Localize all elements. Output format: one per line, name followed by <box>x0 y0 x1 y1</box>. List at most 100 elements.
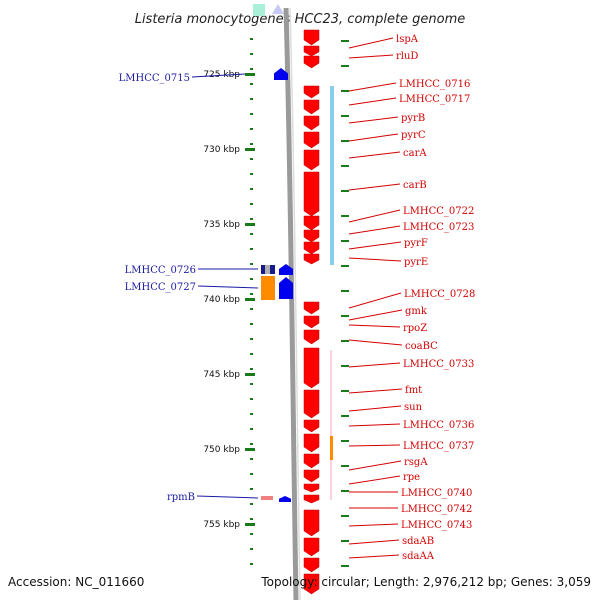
label-leader-line <box>348 133 399 142</box>
minor-tick <box>341 390 349 392</box>
scale-dot <box>250 323 253 325</box>
label-leader-line <box>348 523 399 527</box>
label-leader-line <box>348 151 401 159</box>
gene-label: fmt <box>405 385 422 396</box>
forward-gene-arrow <box>303 55 320 69</box>
gene-label: gmk <box>405 306 428 317</box>
forward-gene-arrow <box>303 253 320 265</box>
minor-tick <box>341 290 349 292</box>
scale-dot <box>250 518 253 520</box>
forward-gene-arrow <box>303 99 320 115</box>
forward-gene-arrow <box>303 469 320 483</box>
minor-tick <box>341 240 349 242</box>
label-leader-line <box>197 285 259 289</box>
forward-gene-arrow <box>303 419 320 433</box>
gene-label: LMHCC_0726 <box>125 265 196 276</box>
label-leader-line <box>348 225 401 235</box>
scale-label: 730 kbp <box>203 145 240 155</box>
gene-label: pyrE <box>404 257 428 268</box>
label-leader-line <box>348 82 397 92</box>
gene-label: carB <box>403 180 427 191</box>
forward-gene-arrow <box>303 483 320 493</box>
minor-tick <box>341 490 349 492</box>
label-leader-line <box>348 475 401 485</box>
scale-dot <box>250 338 253 340</box>
reverse-gene-arrow <box>279 496 291 502</box>
scale-dot <box>250 473 253 475</box>
gene-label: LMHCC_0740 <box>401 488 472 499</box>
scale-dot <box>250 113 253 115</box>
scale-dot <box>250 98 253 100</box>
minor-tick <box>341 190 349 192</box>
scale-major-tick <box>245 373 255 376</box>
gene-label: LMHCC_0727 <box>125 282 196 293</box>
scale-dot <box>250 428 253 430</box>
label-leader-line <box>348 209 401 223</box>
cog-block <box>330 86 334 265</box>
forward-gene-arrow <box>303 241 320 255</box>
gene-labels: lspA rluD LMHCC_0716 LMHCC_0717 pyrB pyrC carA… <box>119 34 476 562</box>
scale-dot <box>250 368 253 370</box>
forward-gene-arrow <box>303 537 320 557</box>
scale-dot <box>250 503 253 505</box>
label-leader-line <box>348 37 394 49</box>
top-feature <box>253 4 265 16</box>
forward-gene-arrow <box>303 301 320 315</box>
minor-tick <box>341 65 349 67</box>
scale-dot <box>250 458 253 460</box>
minor-tick <box>341 265 349 267</box>
scale-dot <box>250 158 253 160</box>
forward-gene-arrow <box>303 573 320 595</box>
label-leader-line <box>348 423 401 427</box>
gene-label: sun <box>404 402 423 413</box>
forward-gene-arrow <box>303 149 320 171</box>
gene-label: LMHCC_0737 <box>403 441 474 452</box>
minor-tick <box>341 90 349 92</box>
minor-tick <box>341 140 349 142</box>
scale-dot <box>250 563 253 565</box>
forward-gene-arrow <box>303 215 320 231</box>
forward-gene-arrow <box>303 45 320 57</box>
label-leader-line <box>348 539 400 545</box>
scale-label: 750 kbp <box>203 445 240 455</box>
minor-tick <box>341 565 349 567</box>
topology-text: Topology: circular; Length: 2,976,212 bp… <box>260 575 591 589</box>
scale-dot <box>250 353 253 355</box>
label-leader-line <box>348 339 403 346</box>
forward-gene-arrow <box>303 131 320 149</box>
reverse-gene-arrow <box>279 264 293 275</box>
scale-label: 745 kbp <box>203 370 240 380</box>
forward-gene-arrow <box>303 315 320 329</box>
scale-dot <box>250 68 253 70</box>
backbone-line <box>283 7 299 600</box>
label-leader-line <box>348 54 394 59</box>
minor-tick <box>341 540 349 542</box>
minor-tick <box>341 115 349 117</box>
gene-label: LMHCC_0743 <box>401 520 472 531</box>
gene-label: sdaAA <box>402 551 435 562</box>
scale-dot <box>250 53 253 55</box>
forward-gene-arrow <box>303 229 320 243</box>
label-leader-line <box>348 460 402 471</box>
label-leader-line <box>348 444 401 447</box>
scale-dot <box>250 383 253 385</box>
gene-label: rsgA <box>404 457 428 468</box>
gene-label: pyrC <box>401 130 426 141</box>
gene-label: LMHCC_0716 <box>399 79 470 90</box>
scale-label: 735 kbp <box>203 220 240 230</box>
minor-tick <box>341 465 349 467</box>
gene-label: rpe <box>403 472 420 483</box>
label-leader-line <box>348 257 402 262</box>
gene-label: LMHCC_0736 <box>403 420 474 431</box>
scale-dot <box>250 413 253 415</box>
scale-label: 755 kbp <box>203 520 240 530</box>
cog-block <box>330 436 333 460</box>
backbone-highlight <box>289 7 301 600</box>
forward-gene-arrow <box>303 347 320 389</box>
gene-label: lspA <box>396 34 419 45</box>
scale-dot <box>250 278 253 280</box>
forward-gene-arrow <box>303 453 320 469</box>
scale-dot <box>250 263 253 265</box>
forward-gene-arrow <box>303 557 320 573</box>
scale-major-tick <box>245 223 255 226</box>
